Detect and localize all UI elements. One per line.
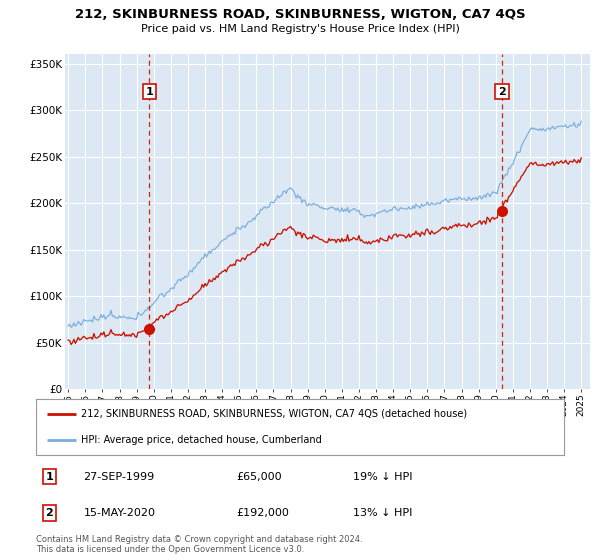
Text: 1: 1: [46, 472, 53, 482]
Text: £65,000: £65,000: [236, 472, 282, 482]
Text: 27-SEP-1999: 27-SEP-1999: [83, 472, 155, 482]
Text: £192,000: £192,000: [236, 508, 290, 518]
Text: 212, SKINBURNESS ROAD, SKINBURNESS, WIGTON, CA7 4QS (detached house): 212, SKINBURNESS ROAD, SKINBURNESS, WIGT…: [81, 409, 467, 419]
Text: 2: 2: [46, 508, 53, 518]
Text: Price paid vs. HM Land Registry's House Price Index (HPI): Price paid vs. HM Land Registry's House …: [140, 24, 460, 34]
Text: 19% ↓ HPI: 19% ↓ HPI: [353, 472, 412, 482]
Text: 13% ↓ HPI: 13% ↓ HPI: [353, 508, 412, 518]
Text: 1: 1: [146, 87, 154, 96]
Text: 15-MAY-2020: 15-MAY-2020: [83, 508, 155, 518]
Text: 212, SKINBURNESS ROAD, SKINBURNESS, WIGTON, CA7 4QS: 212, SKINBURNESS ROAD, SKINBURNESS, WIGT…: [74, 8, 526, 21]
Text: HPI: Average price, detached house, Cumberland: HPI: Average price, detached house, Cumb…: [81, 435, 322, 445]
Text: 2: 2: [498, 87, 506, 96]
Text: Contains HM Land Registry data © Crown copyright and database right 2024.
This d: Contains HM Land Registry data © Crown c…: [36, 535, 362, 554]
